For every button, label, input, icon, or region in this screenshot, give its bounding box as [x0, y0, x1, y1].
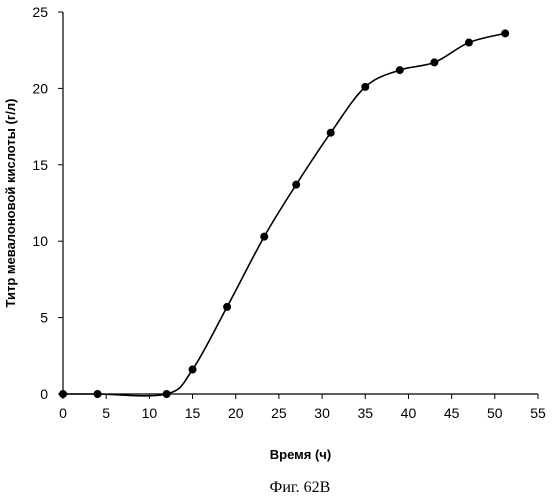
y-tick-label: 10: [32, 233, 48, 249]
series-line: [63, 33, 505, 395]
x-tick-label: 25: [271, 405, 287, 421]
data-point: [292, 181, 300, 189]
y-tick-label: 0: [40, 386, 48, 402]
x-tick-label: 35: [357, 405, 373, 421]
x-tick-label: 20: [228, 405, 244, 421]
data-point: [361, 83, 369, 91]
x-tick-label: 55: [530, 405, 546, 421]
data-point: [189, 366, 197, 374]
x-tick-label: 15: [185, 405, 201, 421]
x-tick-label: 40: [401, 405, 417, 421]
y-tick-label: 20: [32, 80, 48, 96]
data-point: [501, 29, 509, 37]
y-tick-labels: 0 5 10 15 20 25: [32, 4, 48, 402]
data-point: [260, 233, 268, 241]
data-point: [163, 390, 171, 398]
data-point: [396, 66, 404, 74]
data-points: [59, 29, 509, 398]
y-tick-label: 15: [32, 157, 48, 173]
data-point: [223, 303, 231, 311]
x-tick-label: 50: [487, 405, 503, 421]
data-point: [59, 390, 67, 398]
x-tick-labels: 0 5 10 15 20 25 30 35 40 45 50 55: [59, 405, 546, 421]
x-tick-label: 10: [142, 405, 158, 421]
y-tick-label: 25: [32, 4, 48, 20]
tick-marks: [58, 12, 538, 399]
data-point: [430, 58, 438, 66]
figure-caption: Фиг. 62В: [270, 479, 331, 496]
data-point: [327, 129, 335, 137]
data-point: [94, 390, 102, 398]
x-tick-label: 0: [59, 405, 67, 421]
x-tick-label: 30: [314, 405, 330, 421]
x-tick-label: 5: [102, 405, 110, 421]
x-tick-label: 45: [444, 405, 460, 421]
y-axis-label: Титр мевалоновой кислоты (г/л): [3, 99, 18, 308]
y-tick-label: 5: [40, 310, 48, 326]
axes: [63, 12, 538, 394]
data-point: [465, 39, 473, 47]
x-axis-label: Время (ч): [270, 447, 331, 462]
